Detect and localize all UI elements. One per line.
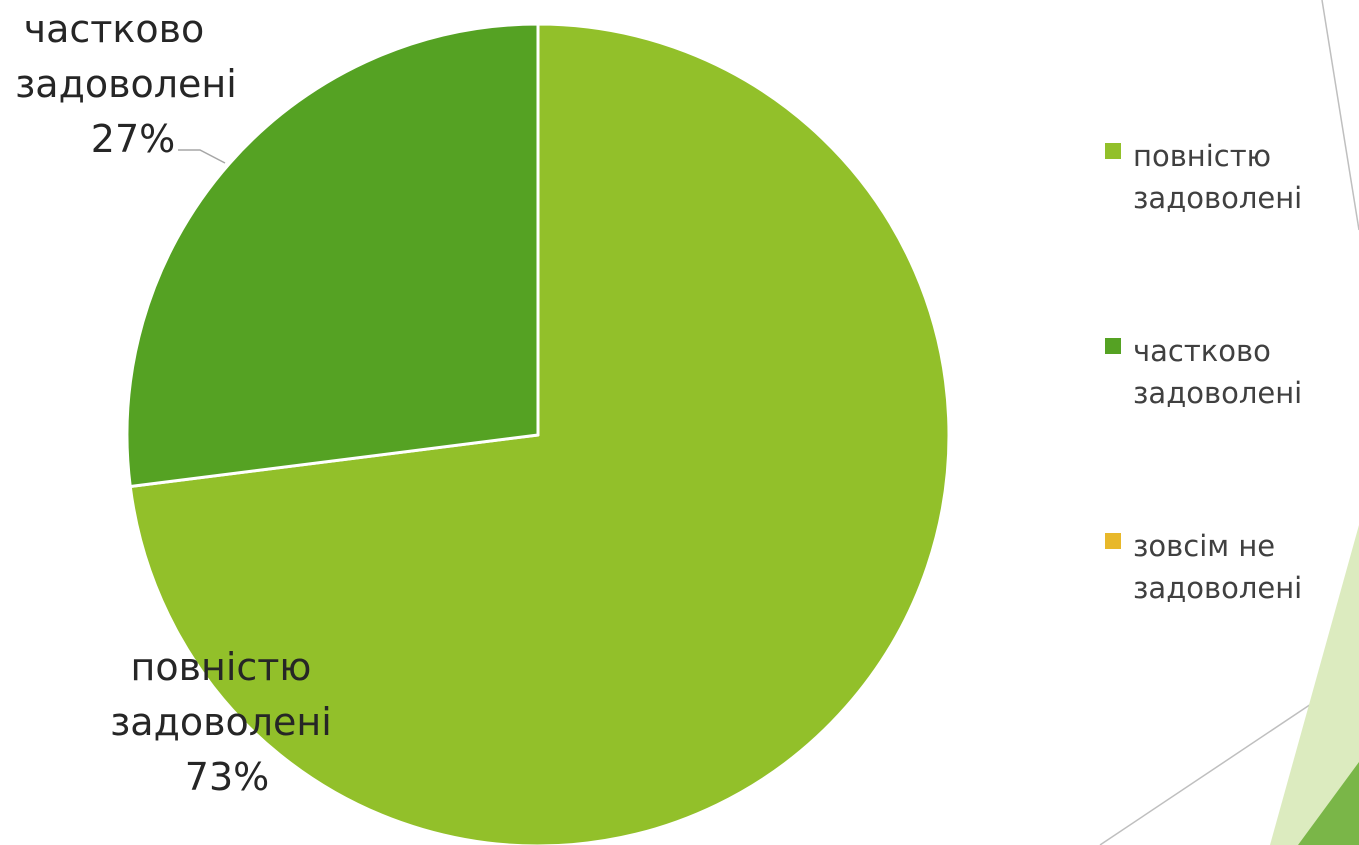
legend-item-partially-satisfied: частково задоволені — [1105, 330, 1359, 525]
legend-label: повністю задоволені — [1133, 139, 1303, 215]
chart-legend: повністю задоволені частково задоволені … — [1105, 135, 1359, 720]
legend-label: частково задоволені — [1133, 334, 1303, 410]
legend-item-not-satisfied: зовсім не задоволені — [1105, 525, 1359, 720]
decor-light-green-triangle — [1270, 525, 1359, 845]
slice-label-fully-satisfied: повністю задоволені 73% — [110, 645, 344, 799]
legend-label: зовсім не задоволені — [1133, 529, 1303, 605]
slice-label-percent: 27% — [91, 117, 175, 161]
pie-slice-1 — [125, 22, 540, 489]
slice-label-percent: 73% — [185, 755, 269, 799]
slice-label-line: повністю — [130, 645, 311, 689]
legend-swatch — [1105, 338, 1121, 354]
legend-item-fully-satisfied: повністю задоволені — [1105, 135, 1359, 330]
pie-slice-0 — [128, 22, 951, 845]
slice-label-line: задоволені — [15, 62, 237, 106]
legend-swatch — [1105, 143, 1121, 159]
legend-swatch — [1105, 533, 1121, 549]
leader-line-27 — [178, 149, 226, 164]
slice-label-partially-satisfied: частково задоволені 27% — [15, 7, 249, 161]
slice-label-line: частково — [24, 7, 205, 51]
decor-line-top — [1321, 0, 1359, 231]
slice-label-line: задоволені — [110, 700, 332, 744]
decor-dark-green-triangle — [1298, 762, 1359, 845]
